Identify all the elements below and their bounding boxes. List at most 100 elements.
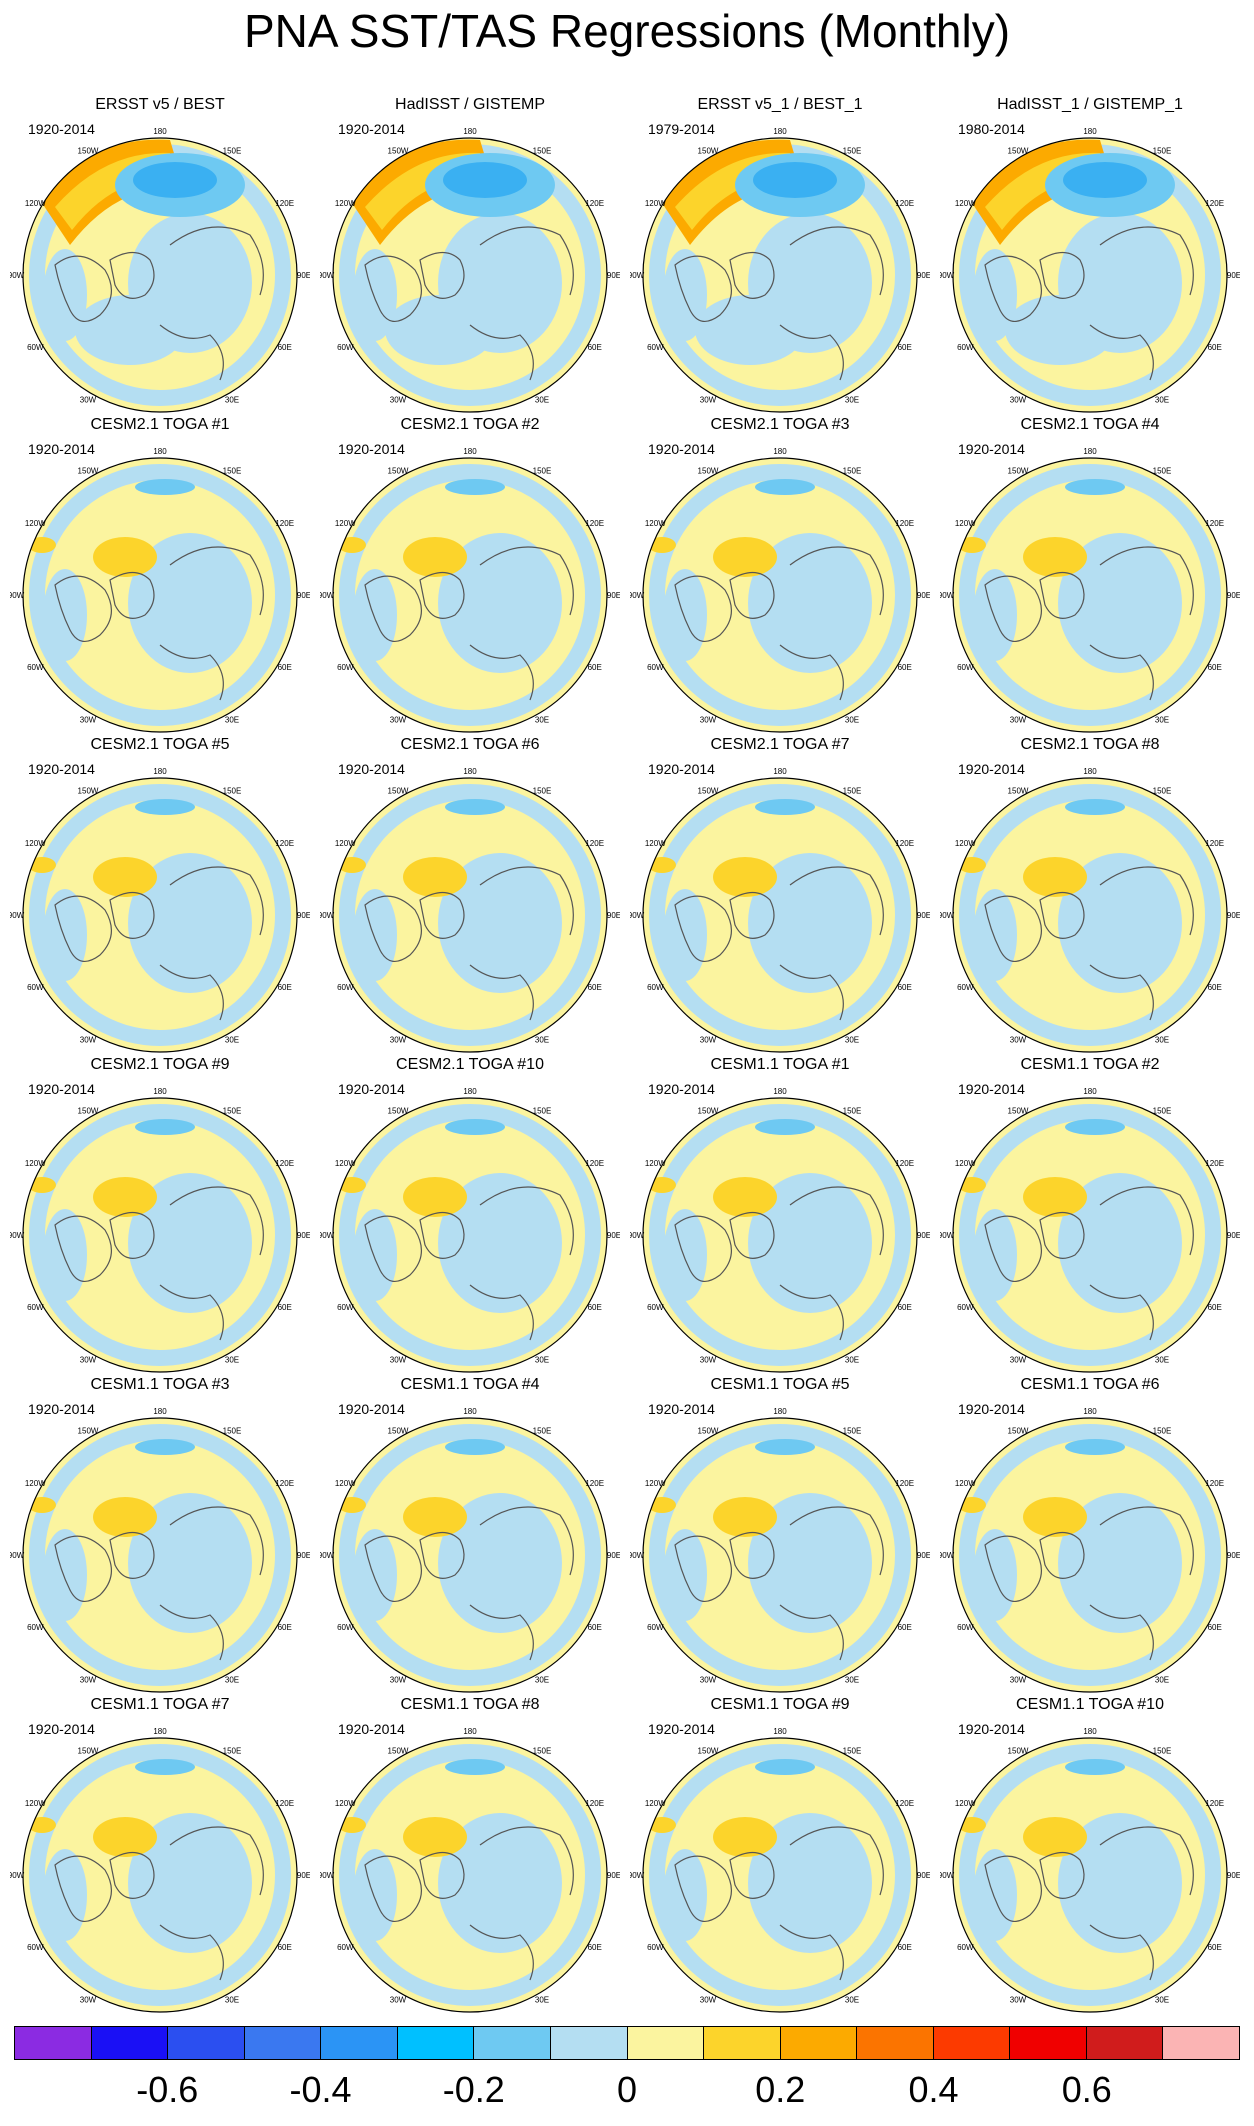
anomaly-region-negative bbox=[75, 295, 185, 365]
longitude-label: 60E bbox=[278, 983, 292, 992]
coastline bbox=[479, 1506, 574, 1576]
longitude-label: 90W bbox=[630, 1231, 645, 1240]
anomaly-region-negative bbox=[128, 853, 252, 993]
longitude-label: 150W bbox=[1008, 1106, 1029, 1115]
panel-period: 1980-2014 bbox=[958, 121, 1025, 137]
coastline bbox=[1099, 226, 1194, 296]
longitude-label: 180 bbox=[773, 1727, 787, 1736]
coastline bbox=[674, 1215, 732, 1282]
longitude-label: 150W bbox=[78, 466, 99, 475]
anomaly-region-negative bbox=[1065, 1439, 1125, 1455]
anomaly-region-negative bbox=[135, 799, 195, 815]
anomaly-band-negative bbox=[959, 464, 1221, 726]
longitude-label: 150W bbox=[1008, 466, 1029, 475]
anomaly-region-positive bbox=[338, 1177, 366, 1193]
longitude-label: 30W bbox=[390, 1676, 407, 1685]
longitude-label: 120E bbox=[585, 519, 604, 528]
longitude-label: 30E bbox=[535, 716, 549, 725]
longitude-label: 90W bbox=[630, 911, 645, 920]
panel-period: 1920-2014 bbox=[28, 1401, 95, 1417]
anomaly-region-positive bbox=[93, 1497, 157, 1537]
anomaly-band-negative bbox=[959, 1744, 1221, 2006]
longitude-label: 120W bbox=[335, 839, 356, 848]
longitude-label: 120W bbox=[335, 1479, 356, 1488]
anomaly-region-positive bbox=[338, 1817, 366, 1833]
longitude-label: 120W bbox=[25, 1479, 46, 1488]
longitude-label: 90E bbox=[917, 271, 930, 280]
longitude-label: 180 bbox=[1083, 767, 1097, 776]
panel-title: HadISST_1 / GISTEMP_1 bbox=[997, 96, 1183, 113]
longitude-label: 90E bbox=[917, 1231, 930, 1240]
coastline bbox=[109, 1211, 155, 1259]
anomaly-region-positive bbox=[1023, 857, 1087, 897]
map-border bbox=[952, 457, 1228, 733]
anomaly-band-negative bbox=[29, 464, 291, 726]
map-panel: CESM1.1 TOGA #7 1920-2014 180 150E 120E 90E 60… bbox=[10, 1695, 310, 2015]
polar-map: 180150E120E90E60E30E030W60W90W120W150W bbox=[940, 1087, 1240, 1373]
longitude-label: 90E bbox=[607, 1231, 620, 1240]
longitude-label: 150W bbox=[698, 1426, 719, 1435]
map-panel: CESM2.1 TOGA #6 1920-2014 180 150E 120E 90E 60… bbox=[320, 735, 620, 1055]
longitude-label: 60E bbox=[898, 1303, 912, 1312]
longitude-label: 150W bbox=[78, 1746, 99, 1755]
longitude-label: 180 bbox=[773, 1407, 787, 1416]
longitude-label: 150E bbox=[223, 1106, 242, 1115]
colorbar-cell bbox=[321, 2027, 398, 2059]
map-panel: CESM2.1 TOGA #3 1920-2014 180 150E 120E 90E 60… bbox=[630, 415, 930, 735]
anomaly-region-negative bbox=[748, 1173, 872, 1313]
coastline bbox=[54, 895, 112, 962]
panel-title: ERSST v5 / BEST bbox=[95, 96, 225, 113]
anomaly-region-negative bbox=[438, 1173, 562, 1313]
panel-title: CESM1.1 TOGA #7 bbox=[90, 1696, 230, 1713]
anomaly-region-negative bbox=[973, 889, 1017, 981]
anomaly-region-positive bbox=[958, 537, 986, 553]
longitude-label: 60W bbox=[647, 983, 664, 992]
coastline bbox=[159, 644, 224, 701]
coastline bbox=[54, 1535, 112, 1602]
longitude-label: 180 bbox=[773, 447, 787, 456]
longitude-label: 30E bbox=[1155, 1676, 1169, 1685]
coastline bbox=[789, 1826, 884, 1896]
longitude-label: 30E bbox=[535, 1036, 549, 1045]
longitude-label: 30W bbox=[1010, 1356, 1027, 1365]
longitude-label: 60E bbox=[898, 1943, 912, 1952]
anomaly-region-positive bbox=[93, 857, 157, 897]
anomaly-region-negative bbox=[755, 1439, 815, 1455]
longitude-label: 120E bbox=[275, 839, 294, 848]
panel-period: 1920-2014 bbox=[28, 441, 95, 457]
anomaly-region-negative bbox=[445, 799, 505, 815]
longitude-label: 90W bbox=[630, 1551, 645, 1560]
longitude-label: 60W bbox=[27, 343, 44, 352]
anomaly-region-positive bbox=[713, 1817, 777, 1857]
anomaly-region-negative bbox=[135, 1759, 195, 1775]
map-border bbox=[22, 1097, 298, 1373]
longitude-label: 30E bbox=[1155, 1356, 1169, 1365]
longitude-label: 60W bbox=[27, 663, 44, 672]
anomaly-region-negative bbox=[43, 1209, 87, 1301]
anomaly-region-positive bbox=[403, 1817, 467, 1857]
map-panel: CESM1.1 TOGA #2 1920-2014 180 150E 120E 90E 60… bbox=[940, 1055, 1240, 1375]
colorbar-cell bbox=[627, 2027, 705, 2059]
longitude-label: 150E bbox=[533, 1746, 552, 1755]
longitude-label: 60E bbox=[278, 1623, 292, 1632]
panel-period: 1920-2014 bbox=[28, 1721, 95, 1737]
longitude-label: 180 bbox=[463, 767, 477, 776]
longitude-label: 120W bbox=[955, 199, 976, 208]
longitude-label: 180 bbox=[773, 767, 787, 776]
polar-map: 180150E120E90E60E30E030W60W90W120W150W bbox=[940, 127, 1240, 413]
longitude-label: 60W bbox=[27, 1623, 44, 1632]
longitude-label: 30W bbox=[1010, 1036, 1027, 1045]
coastline bbox=[789, 1506, 884, 1576]
coastline bbox=[1089, 1284, 1154, 1341]
anomaly-region-positive bbox=[1023, 1497, 1087, 1537]
longitude-label: 30E bbox=[535, 1996, 549, 2005]
panel-title: CESM1.1 TOGA #4 bbox=[400, 1376, 540, 1393]
anomaly-region-negative bbox=[973, 1849, 1017, 1941]
panel-title: CESM2.1 TOGA #9 bbox=[90, 1056, 230, 1073]
coastline bbox=[1089, 964, 1154, 1021]
map-panel: CESM2.1 TOGA #1 1920-2014 180 150E 120E 90E 60… bbox=[10, 415, 310, 735]
longitude-label: 120E bbox=[275, 1799, 294, 1808]
anomaly-region-positive bbox=[958, 1497, 986, 1513]
coastline bbox=[1039, 1211, 1085, 1259]
longitude-label: 120E bbox=[585, 1479, 604, 1488]
